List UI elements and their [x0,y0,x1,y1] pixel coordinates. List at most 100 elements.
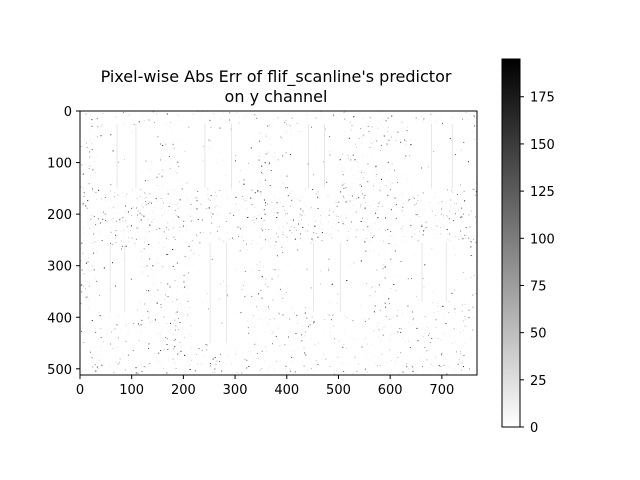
error-pixel [434,190,436,192]
error-pixel [182,225,184,227]
error-pixel [465,278,467,280]
error-pixel [323,332,325,334]
error-pixel [468,214,470,216]
error-pixel [106,116,108,118]
error-pixel [335,186,337,188]
error-pixel [137,231,139,233]
error-pixel [346,363,348,365]
error-pixel [266,371,268,373]
error-pixel [133,111,135,113]
error-pixel [385,185,387,187]
error-pixel [175,329,176,331]
error-pixel [473,317,475,319]
error-pixel [410,151,412,153]
error-pixel [138,325,140,327]
error-pixel [269,204,271,206]
error-pixel [108,173,110,175]
error-pixel [84,304,86,305]
error-pixel [358,138,360,139]
error-pixel [336,356,338,358]
error-pixel [446,373,448,375]
error-pixel [423,118,425,120]
error-pixel [256,358,258,359]
error-pixel [447,189,448,191]
error-pixel [392,317,394,319]
error-pixel [265,278,267,280]
error-pixel [158,322,160,323]
error-pixel [271,211,273,212]
error-pixel [98,197,100,199]
error-pixel [347,154,349,156]
colorbar-tick-label: 75 [530,279,547,294]
error-pixel [191,360,192,361]
error-pixel [154,319,156,321]
error-pixel [106,195,108,197]
error-pixel [377,217,379,219]
error-pixel [312,239,314,241]
error-pixel [359,170,361,172]
error-pixel [270,238,272,240]
error-pixel [177,229,179,231]
error-pixel [153,218,155,220]
error-pixel [90,290,92,292]
error-pixel [281,300,283,302]
error-pixel [80,302,82,304]
error-pixel [157,289,159,291]
error-pixel [442,226,444,228]
error-pixel [251,203,253,205]
error-pixel [343,349,345,351]
error-pixel [121,328,123,330]
error-pixel [352,320,354,322]
error-pixel [210,222,212,224]
error-pixel [219,127,221,129]
error-pixel [223,240,225,242]
error-pixel [83,273,85,275]
error-pixel [431,247,433,249]
error-pixel [320,215,321,217]
error-pixel [110,134,112,136]
error-pixel [401,175,403,177]
error-pixel [356,228,358,230]
error-pixel [438,219,440,221]
error-pixel [345,217,347,219]
error-pixel [91,265,93,267]
error-pixel [469,226,471,228]
error-pixel [273,122,275,123]
error-pixel [433,197,434,199]
error-pixel [429,202,431,203]
error-pixel [133,123,135,125]
error-pixel [418,299,419,301]
error-pixel [143,366,145,368]
error-pixel [372,286,374,288]
error-pixel [391,218,392,220]
error-pixel [424,264,426,266]
error-pixel [156,302,158,304]
error-pixel [86,146,88,148]
error-pixel [109,219,111,221]
error-pixel [464,315,466,317]
error-pixel [148,348,149,349]
error-pixel [81,344,83,346]
error-pixel [245,226,247,228]
error-pixel [91,320,93,321]
error-pixel [393,234,394,236]
error-pixel [449,233,451,235]
error-pixel [95,191,97,193]
error-pixel [435,120,436,122]
error-pixel [267,203,269,205]
error-pixel [394,231,396,233]
error-pixel [173,148,175,150]
error-pixel [244,359,246,360]
error-pixel [112,360,114,362]
error-pixel [229,119,231,121]
error-pixel [413,324,414,325]
error-pixel [94,364,96,366]
error-pixel [181,288,183,290]
error-pixel [243,240,245,242]
error-pixel [101,364,103,366]
error-pixel [122,220,124,222]
error-pixel [173,147,175,149]
error-pixel [214,198,216,200]
error-pixel [339,209,341,211]
error-pixel [190,220,192,222]
